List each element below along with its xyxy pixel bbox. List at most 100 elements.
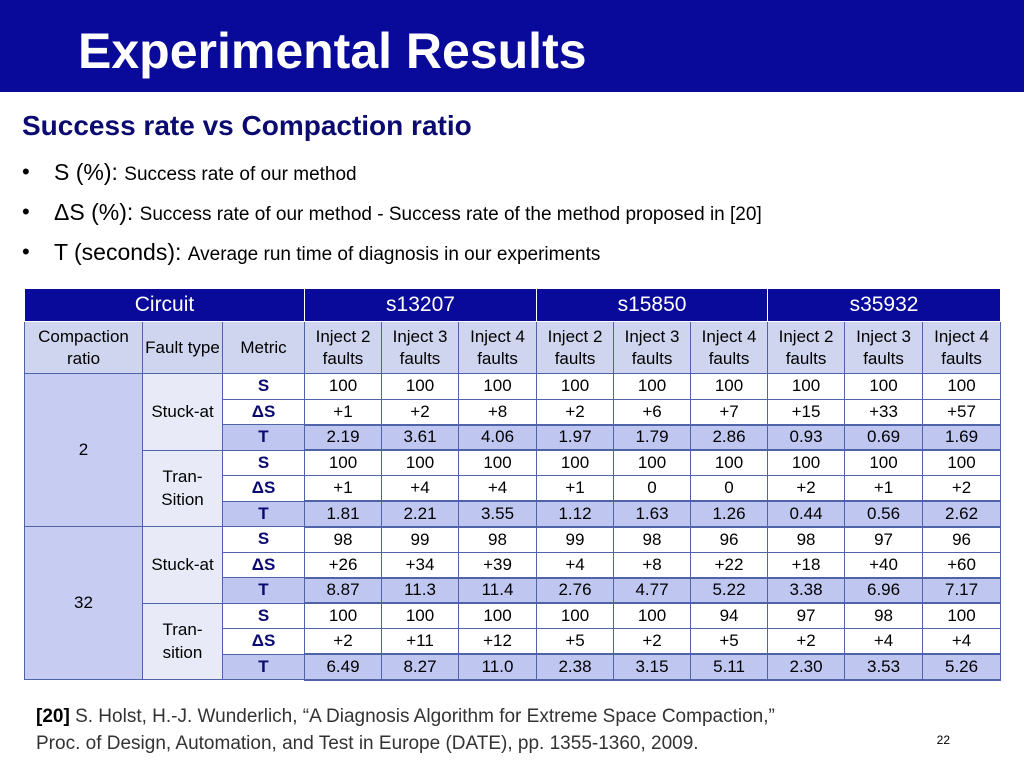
bullet-description: Success rate of our method - Success rat… — [139, 204, 762, 225]
value-cell: +8 — [613, 551, 692, 578]
value-cell: +2 — [922, 475, 1002, 502]
value-cell: +5 — [536, 628, 615, 655]
compaction-ratio-header: Compaction ratio — [24, 321, 143, 374]
value-cell: 1.69 — [922, 423, 1002, 451]
bullet-description: Success rate of our method — [124, 164, 357, 185]
value-cell: 2.30 — [767, 653, 846, 681]
value-cell: 0 — [613, 475, 692, 502]
value-cell: 100 — [922, 602, 1002, 629]
bullet-item: • ΔS (%): Success rate of our method - S… — [22, 194, 762, 234]
fault-type-cell: Tran-Sition — [142, 449, 223, 527]
value-cell: 0.69 — [844, 423, 924, 451]
table-row: ΔS +1 +2 +8 +2 +6 +7 +15 +33 +57 — [25, 398, 1002, 425]
page-number: 22 — [936, 733, 950, 747]
metric-cell: ΔS — [222, 628, 305, 655]
value-cell: +4 — [381, 475, 459, 502]
value-cell: 4.77 — [613, 576, 692, 604]
value-cell: 100 — [536, 373, 615, 400]
value-cell: 11.0 — [457, 653, 538, 681]
value-cell: 96 — [922, 526, 1002, 553]
column-header-row: Compaction ratio Fault type Metric Injec… — [24, 321, 1002, 374]
circuit-header-row: Circuit s13207 s15850 s35932 — [24, 288, 1002, 322]
value-cell: +2 — [381, 398, 459, 425]
value-cell: 100 — [613, 602, 692, 629]
value-cell: +1 — [304, 398, 382, 425]
value-cell: +2 — [613, 628, 692, 655]
value-cell: +60 — [922, 551, 1002, 578]
inject-header: Inject 2 faults — [536, 321, 615, 374]
value-cell: 2.76 — [536, 576, 615, 604]
table-row: T 2.19 3.61 4.06 1.97 1.79 2.86 0.93 0.69 1.69 — [25, 423, 1002, 451]
table-row: T 6.49 8.27 11.0 2.38 3.15 5.11 2.30 3.53 5.26 — [25, 653, 1002, 681]
value-cell: 100 — [536, 449, 615, 476]
value-cell: 5.11 — [690, 653, 769, 681]
value-cell: 100 — [690, 373, 769, 400]
metric-cell: T — [222, 577, 305, 604]
value-cell: +39 — [457, 551, 538, 578]
value-cell: 100 — [304, 449, 382, 476]
value-cell: 3.15 — [613, 653, 692, 681]
results-body: 2 Stuck-at S 100 100 100 100 100 100 100 100 100 ΔS +… — [24, 373, 1002, 681]
value-cell: +22 — [690, 551, 769, 578]
metric-cell: T — [222, 653, 305, 680]
value-cell: 100 — [381, 449, 459, 476]
metric-cell: S — [222, 602, 305, 629]
value-cell: 2.19 — [304, 423, 382, 451]
value-cell: 100 — [844, 449, 924, 476]
circuit-name: s15850 — [536, 288, 769, 322]
value-cell: 98 — [613, 526, 692, 553]
table-row: T 8.87 11.3 11.4 2.76 4.77 5.22 3.38 6.96 7.17 — [25, 576, 1002, 604]
value-cell: 97 — [844, 526, 924, 553]
value-cell: 8.87 — [304, 576, 382, 604]
reference-line: [20] S. Holst, H.-J. Wunderlich, “A Diag… — [36, 703, 775, 730]
value-cell: +57 — [922, 398, 1002, 425]
table-row: Tran-sition S 100 100 100 100 100 94 97 98 100 — [25, 602, 1002, 680]
inject-header: Inject 4 faults — [922, 321, 1002, 374]
value-cell: 100 — [613, 449, 692, 476]
value-cell: +8 — [457, 398, 538, 425]
value-cell: 100 — [457, 602, 538, 629]
metric-cell: ΔS — [222, 398, 305, 425]
value-cell: 96 — [690, 526, 769, 553]
value-cell: +34 — [381, 551, 459, 578]
value-cell: 6.49 — [304, 653, 382, 681]
value-cell: +18 — [767, 551, 846, 578]
value-cell: +4 — [844, 628, 924, 655]
value-cell: 98 — [844, 602, 924, 629]
value-cell: 100 — [304, 602, 382, 629]
metric-cell: ΔS — [222, 551, 305, 578]
value-cell: 100 — [457, 373, 538, 400]
value-cell: 4.06 — [457, 423, 538, 451]
circuit-name: s35932 — [767, 288, 1002, 322]
value-cell: +7 — [690, 398, 769, 425]
value-cell: +1 — [536, 475, 615, 502]
metric-cell: T — [222, 424, 305, 451]
inject-header: Inject 4 faults — [457, 321, 538, 374]
value-cell: 100 — [536, 602, 615, 629]
value-cell: +4 — [457, 475, 538, 502]
value-cell: +12 — [457, 628, 538, 655]
value-cell: 100 — [922, 449, 1002, 476]
reference-text: S. Holst, H.-J. Wunderlich, “A Diagnosis… — [75, 706, 775, 727]
value-cell: +2 — [767, 475, 846, 502]
fault-type-cell: Stuck-at — [142, 526, 223, 604]
value-cell: 94 — [690, 602, 769, 629]
value-cell: 7.17 — [922, 576, 1002, 604]
value-cell: +5 — [690, 628, 769, 655]
value-cell: 100 — [304, 373, 382, 400]
value-cell: 1.63 — [613, 500, 692, 528]
bullet-list: • S (%): Success rate of our method • ΔS… — [22, 154, 762, 274]
value-cell: 0 — [690, 475, 769, 502]
value-cell: 3.61 — [381, 423, 459, 451]
value-cell: 3.53 — [844, 653, 924, 681]
bullet-dot-icon: • — [22, 199, 30, 224]
value-cell: 11.4 — [457, 576, 538, 604]
value-cell: 2.86 — [690, 423, 769, 451]
value-cell: +15 — [767, 398, 846, 425]
value-cell: 8.27 — [381, 653, 459, 681]
slide-title: Experimental Results — [78, 23, 587, 79]
table-row: Tran-Sition S 100 100 100 100 100 100 100 100 100 — [25, 449, 1002, 527]
value-cell: 1.79 — [613, 423, 692, 451]
bullet-description: Average run time of diagnosis in our exp… — [187, 244, 601, 265]
bullet-item: • T (seconds): Average run time of diagn… — [22, 234, 762, 274]
